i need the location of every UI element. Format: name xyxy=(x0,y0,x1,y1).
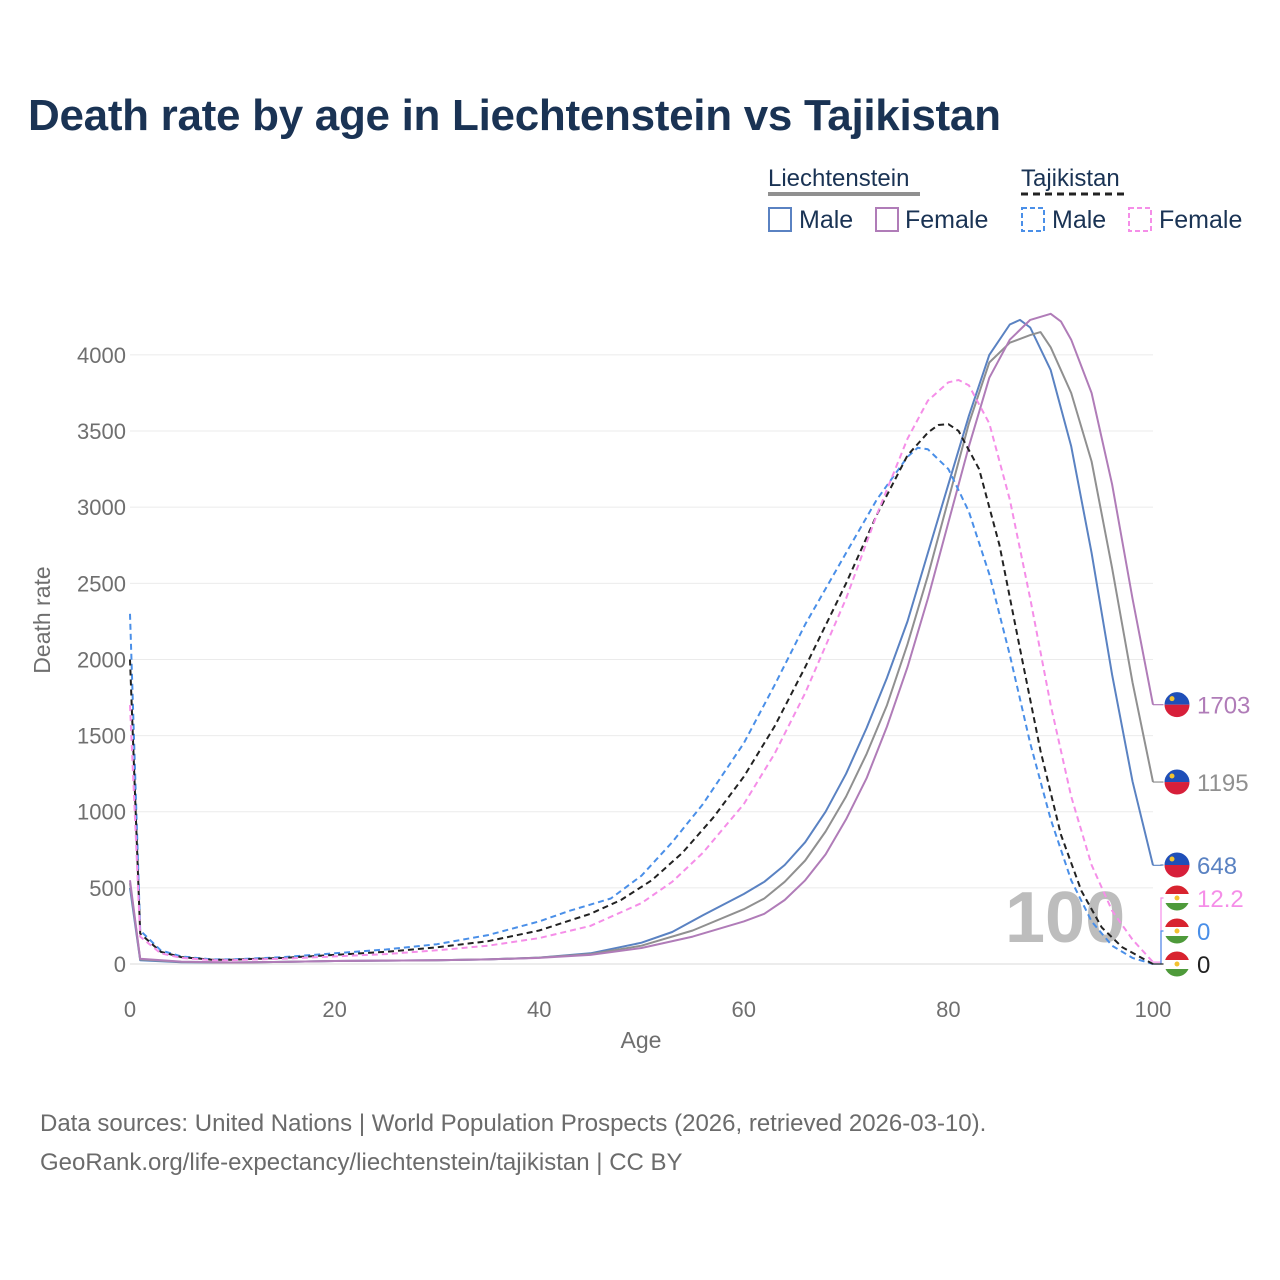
series-lines xyxy=(129,312,1154,965)
end-value-label: 0 xyxy=(1197,952,1210,979)
end-connector xyxy=(1153,897,1165,963)
y-axis-ticks: 0 500 1000 1500 2000 2500 3000 3500 4000 xyxy=(77,343,126,977)
y-tick-label: 1500 xyxy=(77,724,126,749)
x-tick-label: 60 xyxy=(732,997,756,1022)
page-title: Death rate by age in Liechtenstein vs Ta… xyxy=(28,91,1001,140)
footer: Data sources: United Nations | World Pop… xyxy=(40,1104,986,1182)
legend-label-liechtenstein-female[interactable]: Female xyxy=(905,206,988,234)
legend-label-tajikistan-male[interactable]: Male xyxy=(1052,206,1106,234)
x-tick-label: 80 xyxy=(936,997,960,1022)
liechtenstein-flag-icon xyxy=(1163,851,1191,879)
legend-swatch-liechtenstein-male[interactable] xyxy=(768,207,792,232)
x-axis-title: Age xyxy=(621,1027,662,1053)
end-connector xyxy=(1153,930,1165,965)
y-tick-label: 3000 xyxy=(77,495,126,520)
end-value-label: 648 xyxy=(1197,853,1237,880)
gridlines xyxy=(130,354,1153,965)
end-value-label: 1703 xyxy=(1197,693,1250,720)
series-line-tajikistan-female[interactable] xyxy=(129,379,1154,963)
y-tick-label: 0 xyxy=(114,952,126,977)
x-axis-ticks: 0 20 40 60 80 100 xyxy=(124,997,1171,1022)
legend-swatch-tajikistan-male[interactable] xyxy=(1021,207,1045,232)
tajikistan-flag-icon xyxy=(1163,884,1191,912)
y-tick-label: 2000 xyxy=(77,647,126,672)
x-tick-label: 40 xyxy=(527,997,551,1022)
liechtenstein-flag-icon xyxy=(1163,691,1191,719)
legend-swatch-tajikistan-female[interactable] xyxy=(1128,207,1152,232)
legend-label-tajikistan-female[interactable]: Female xyxy=(1159,206,1242,234)
liechtenstein-flag-icon xyxy=(1163,768,1191,796)
tajikistan-flag-icon xyxy=(1163,950,1191,978)
tajikistan-flag-icon xyxy=(1163,917,1191,945)
footer-sources: Data sources: United Nations | World Pop… xyxy=(40,1110,987,1137)
series-line-liechtenstein-male[interactable] xyxy=(129,318,1154,964)
legend-swatch-liechtenstein-female[interactable] xyxy=(875,207,899,232)
y-tick-label: 2500 xyxy=(77,571,126,596)
series-line-tajikistan-total[interactable] xyxy=(129,423,1154,965)
watermark-year: 100 xyxy=(1005,878,1125,958)
y-axis-title: Death rate xyxy=(29,566,55,673)
end-value-label: 0 xyxy=(1197,919,1210,946)
x-tick-label: 20 xyxy=(322,997,346,1022)
footer-link[interactable]: GeoRank.org/life-expectancy/liechtenstei… xyxy=(40,1149,683,1176)
series-line-liechtenstein-female[interactable] xyxy=(129,312,1154,964)
series-line-tajikistan-male[interactable] xyxy=(129,446,1154,965)
y-tick-label: 3500 xyxy=(77,419,126,444)
legend-label-liechtenstein-male[interactable]: Male xyxy=(799,206,853,234)
x-tick-label: 0 xyxy=(124,997,136,1022)
end-value-label: 12.2 xyxy=(1197,886,1244,913)
end-value-label: 1195 xyxy=(1197,770,1249,797)
y-tick-label: 4000 xyxy=(77,343,126,368)
y-tick-label: 1000 xyxy=(77,800,126,825)
end-markers: 1703 1195 648 12.2 0 0 xyxy=(1153,691,1250,979)
y-tick-label: 500 xyxy=(89,876,126,901)
legend-group-tajikistan[interactable]: Tajikistan xyxy=(1021,165,1120,192)
legend-group-liechtenstein[interactable]: Liechtenstein xyxy=(768,165,909,192)
legend: Liechtenstein Tajikistan Male Female Mal… xyxy=(768,165,1242,234)
series-line-liechtenstein-total[interactable] xyxy=(129,331,1154,964)
x-tick-label: 100 xyxy=(1135,997,1172,1022)
